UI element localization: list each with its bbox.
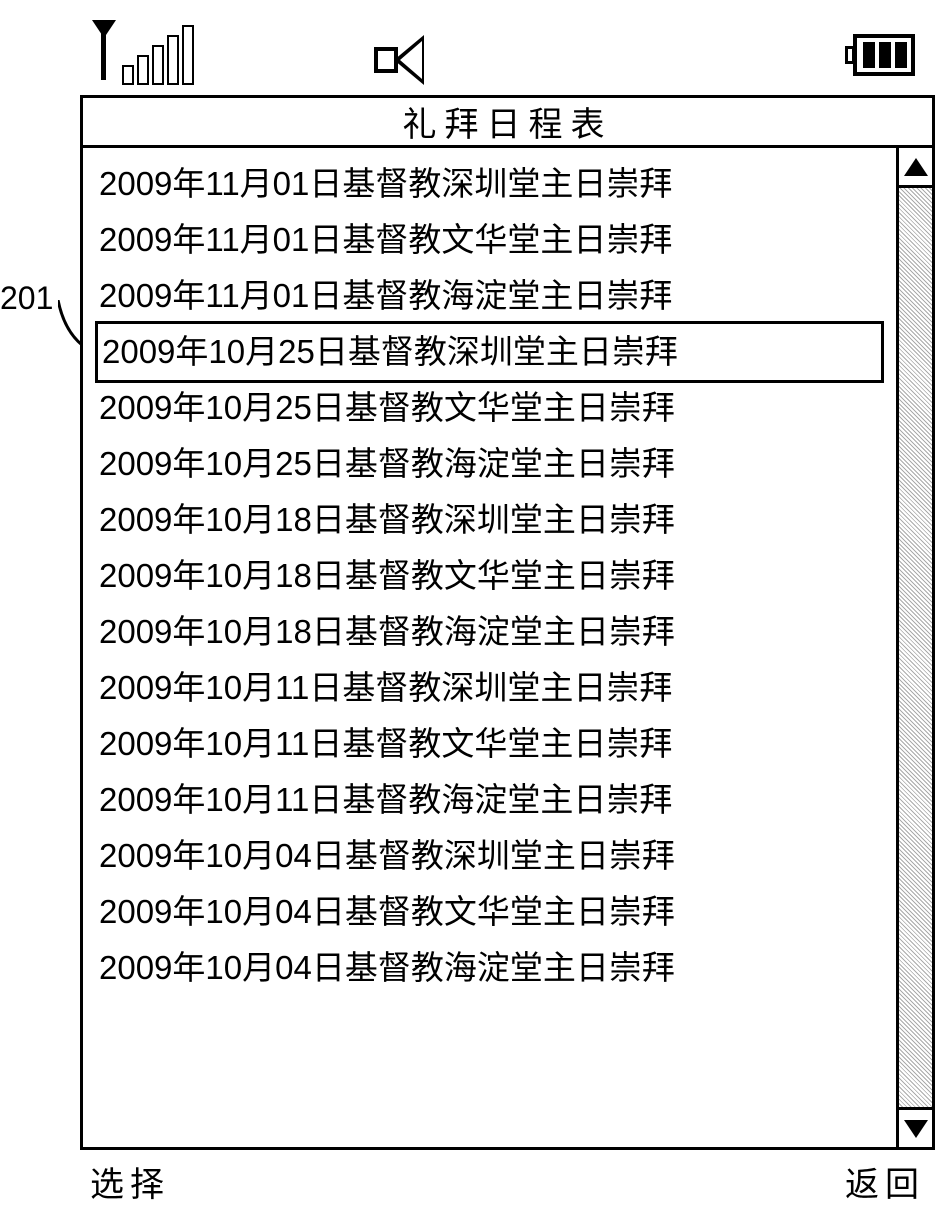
scroll-track[interactable]	[899, 188, 932, 1107]
list-item[interactable]: 2009年10月18日基督教深圳堂主日崇拜	[95, 492, 884, 548]
list-item[interactable]: 2009年10月25日基督教海淀堂主日崇拜	[95, 436, 884, 492]
list-item[interactable]: 2009年10月11日基督教海淀堂主日崇拜	[95, 772, 884, 828]
signal-icon	[100, 25, 194, 85]
window-frame: 礼拜日程表 2009年11月01日基督教深圳堂主日崇拜2009年11月01日基督…	[80, 95, 935, 1150]
list-item[interactable]: 2009年10月18日基督教海淀堂主日崇拜	[95, 604, 884, 660]
list-item[interactable]: 2009年10月11日基督教深圳堂主日崇拜	[95, 660, 884, 716]
page-title: 礼拜日程表	[83, 98, 932, 148]
schedule-list[interactable]: 2009年11月01日基督教深圳堂主日崇拜2009年11月01日基督教文华堂主日…	[83, 148, 896, 1147]
phone-frame: 礼拜日程表 2009年11月01日基督教深圳堂主日崇拜2009年11月01日基督…	[80, 15, 935, 1210]
content-area: 2009年11月01日基督教深圳堂主日崇拜2009年11月01日基督教文华堂主日…	[83, 148, 932, 1147]
list-item[interactable]: 2009年10月04日基督教文华堂主日崇拜	[95, 884, 884, 940]
scroll-up-button[interactable]	[899, 148, 932, 188]
list-item[interactable]: 2009年10月04日基督教深圳堂主日崇拜	[95, 828, 884, 884]
callout-label: 201	[0, 280, 53, 317]
list-item[interactable]: 2009年10月18日基督教文华堂主日崇拜	[95, 548, 884, 604]
scrollbar[interactable]	[896, 148, 932, 1147]
list-item[interactable]: 2009年10月04日基督教海淀堂主日崇拜	[95, 940, 884, 996]
arrow-up-icon	[904, 158, 928, 176]
battery-icon	[845, 34, 915, 76]
scroll-down-button[interactable]	[899, 1107, 932, 1147]
list-item[interactable]: 2009年11月01日基督教文华堂主日崇拜	[95, 212, 884, 268]
softkey-bar: 选择 返回	[80, 1150, 935, 1205]
list-item[interactable]: 2009年10月11日基督教文华堂主日崇拜	[95, 716, 884, 772]
list-item[interactable]: 2009年10月25日基督教深圳堂主日崇拜	[95, 321, 884, 383]
softkey-left[interactable]: 选择	[90, 1157, 170, 1206]
list-item[interactable]: 2009年11月01日基督教海淀堂主日崇拜	[95, 268, 884, 324]
speaker-icon	[374, 35, 434, 85]
arrow-down-icon	[904, 1120, 928, 1138]
softkey-right[interactable]: 返回	[845, 1157, 925, 1206]
list-item[interactable]: 2009年11月01日基督教深圳堂主日崇拜	[95, 156, 884, 212]
list-item[interactable]: 2009年10月25日基督教文华堂主日崇拜	[95, 380, 884, 436]
status-bar	[80, 15, 935, 95]
